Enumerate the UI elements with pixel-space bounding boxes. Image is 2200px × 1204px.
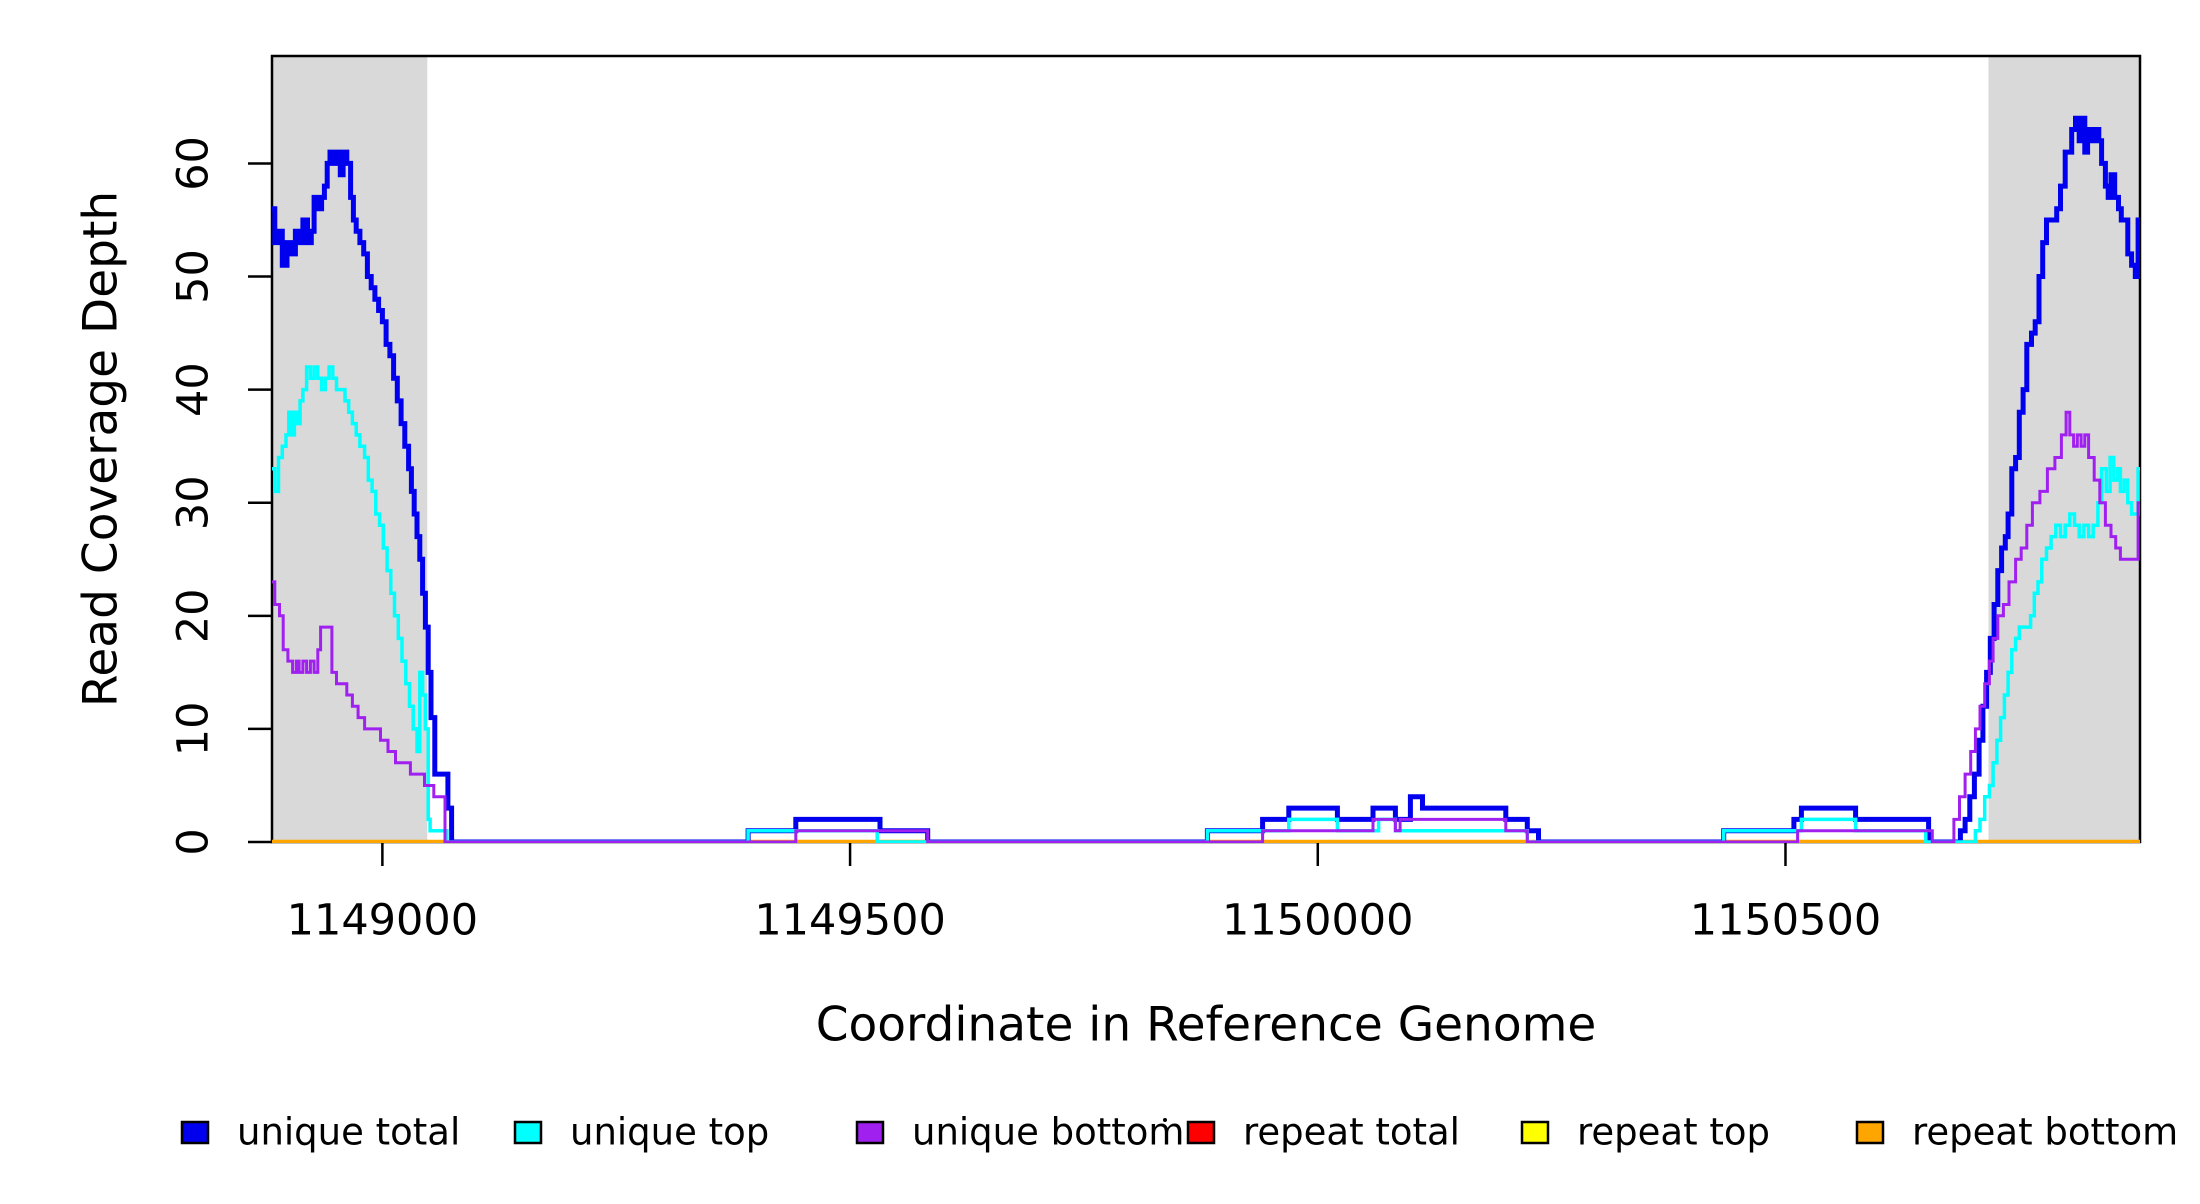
legend-swatch-unique-top xyxy=(513,1120,543,1145)
y-tick-label: 20 xyxy=(169,588,219,643)
y-tick-label: 0 xyxy=(169,828,219,855)
legend-label-unique-top: unique top xyxy=(570,1111,769,1154)
legend-item-repeat-top: repeat top xyxy=(1520,1111,1770,1154)
y-tick-label: 60 xyxy=(169,136,219,191)
y-axis-title: Read Coverage Depth xyxy=(74,191,129,707)
legend-item-unique-top: unique top xyxy=(513,1111,769,1154)
x-tick-label: 1150500 xyxy=(1690,896,1882,946)
y-tick-label: 30 xyxy=(169,475,219,530)
shaded-regions xyxy=(272,56,2140,842)
legend-label-unique-total: unique total xyxy=(237,1111,460,1154)
series-line-unique-total xyxy=(272,115,2140,843)
x-tick-label: 1149000 xyxy=(287,896,479,946)
series-lines xyxy=(272,115,2140,843)
axis-ticks: 1149000 1149500 1150000 1150500 0 10 20 30 40 50 6… xyxy=(169,136,1882,945)
legend-swatch-unique-bottom xyxy=(855,1120,885,1145)
x-axis-title: Coordinate in Reference Genome xyxy=(816,998,1597,1053)
legend-swatch-unique-total xyxy=(180,1120,210,1145)
legend-item-unique-bottom: unique bottom xyxy=(855,1111,1184,1154)
legend-item-unique-total: unique total xyxy=(180,1111,460,1154)
series-line-unique-bottom xyxy=(272,410,2140,843)
legend-label-repeat-total: repeat total xyxy=(1243,1111,1460,1154)
legend-label-unique-bottom: unique bottom xyxy=(912,1111,1184,1154)
stray-dot xyxy=(1163,1118,1167,1122)
legend-item-repeat-bottom: repeat bottom xyxy=(1855,1111,2178,1154)
legend-swatch-repeat-bottom xyxy=(1855,1120,1885,1145)
legend-item-repeat-total: repeat total xyxy=(1186,1111,1460,1154)
legend-swatch-repeat-total xyxy=(1186,1120,1216,1145)
plot-box xyxy=(270,54,2142,844)
legend-swatch-repeat-top xyxy=(1520,1120,1550,1145)
x-tick-label: 1150000 xyxy=(1222,896,1414,946)
x-tick-label: 1149500 xyxy=(754,896,946,946)
legend-label-repeat-top: repeat top xyxy=(1577,1111,1770,1154)
series-line-unique-top xyxy=(272,365,2140,843)
y-tick-label: 40 xyxy=(169,362,219,417)
legend-label-repeat-bottom: repeat bottom xyxy=(1912,1111,2178,1154)
legend: unique total unique top unique bottom repea… xyxy=(180,1111,2178,1154)
y-tick-label: 10 xyxy=(169,702,219,757)
y-tick-label: 50 xyxy=(169,249,219,304)
